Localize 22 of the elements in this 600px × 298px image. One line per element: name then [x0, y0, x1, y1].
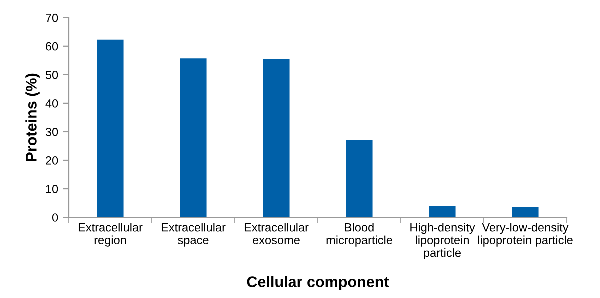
y-tick-label: 40 [46, 99, 58, 108]
y-tick-label: 20 [46, 156, 58, 165]
y-tick-label: 10 [46, 185, 58, 194]
bar [97, 40, 124, 218]
x-tick-label: Extracellular exosome [244, 223, 309, 244]
y-tick-label: 70 [46, 14, 58, 22]
bar [180, 58, 207, 218]
y-axis-title: Proteins (%) [26, 74, 40, 162]
x-axis-title: Cellular component [247, 276, 390, 290]
y-tick-label: 60 [46, 42, 58, 51]
x-tick-label: High-density lipoprotein particle [410, 223, 476, 260]
x-tick-label: Extracellular space [162, 223, 226, 247]
x-tick-label: Extracellular region [78, 223, 143, 247]
y-tick-label: 50 [46, 70, 58, 80]
y-tick-label: 0 [52, 214, 58, 222]
bar [429, 206, 456, 218]
x-tick-label: Very-low-density lipoprotein particle [478, 223, 573, 247]
x-tick-label: Blood microparticle [326, 223, 392, 247]
bar [512, 208, 539, 218]
bar [346, 140, 373, 218]
y-tick-label: 30 [46, 128, 58, 136]
bar [263, 59, 290, 218]
